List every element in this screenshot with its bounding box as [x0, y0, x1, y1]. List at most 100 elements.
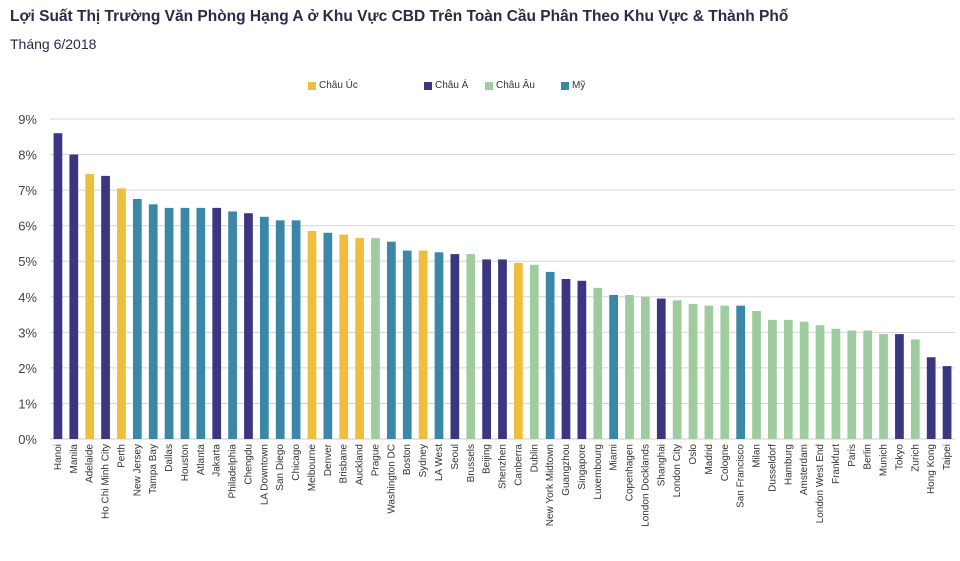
bar	[164, 207, 174, 439]
legend-swatch-chau-uc	[308, 81, 316, 90]
x-category-label: Manila	[69, 444, 80, 474]
y-tick-label: 4%	[18, 290, 37, 305]
x-category-label: Houston	[180, 444, 191, 481]
bar	[863, 330, 873, 439]
bar	[371, 238, 380, 439]
legend-label-chau-au: Châu Âu	[496, 80, 535, 91]
bar	[498, 259, 507, 439]
x-category-label: Paris	[847, 444, 858, 467]
x-category-label: Frankfurt	[831, 444, 842, 484]
bar	[85, 174, 95, 440]
bar	[53, 133, 63, 439]
bar	[291, 220, 301, 439]
x-category-label: Perth	[116, 444, 127, 468]
bar	[688, 303, 698, 439]
x-category-label: Zurich	[910, 444, 921, 472]
x-category-label: New Jersey	[132, 444, 143, 496]
x-category-label: Auckland	[355, 444, 366, 485]
bars	[53, 133, 952, 440]
x-category-label: Madrid	[704, 444, 715, 475]
x-category-label: Milan	[752, 444, 763, 468]
bar	[641, 296, 650, 439]
x-category-label: Tampa Bay	[148, 444, 159, 494]
x-category-label: Jakarta	[212, 444, 223, 477]
bar	[132, 199, 142, 439]
x-category-label: Ho Chi Minh City	[101, 444, 112, 519]
legend-label-chau-a: Châu Á	[435, 80, 469, 91]
y-tick-label: 5%	[18, 254, 37, 269]
x-category-label: New York Midtown	[545, 444, 556, 526]
bar	[196, 207, 206, 439]
bar	[244, 213, 253, 439]
x-category-label: Luxembourg	[593, 444, 604, 500]
x-category-label: Munich	[879, 444, 890, 476]
x-category-label: Singapore	[577, 444, 588, 490]
y-tick-label: 1%	[18, 396, 37, 411]
bar	[339, 234, 349, 439]
x-category-label: Hamburg	[783, 444, 794, 485]
bar	[736, 305, 746, 439]
y-tick-label: 9%	[18, 112, 37, 127]
bar	[545, 271, 555, 439]
x-category-label: Berlin	[863, 444, 874, 470]
x-category-label: Hanoi	[53, 444, 64, 470]
chart-subtitle: Tháng 6/2018	[10, 36, 97, 52]
x-category-label: Copenhagen	[625, 444, 636, 501]
x-category-label: Atlanta	[196, 444, 207, 476]
bar	[466, 254, 476, 439]
bar	[847, 330, 857, 439]
bar	[926, 357, 936, 439]
bar	[910, 339, 920, 439]
y-tick-label: 3%	[18, 325, 37, 340]
x-category-label: Brussels	[466, 444, 477, 482]
bar	[593, 287, 603, 439]
legend-label-chau-uc: Châu Úc	[319, 80, 358, 91]
chart-legend: Châu Úc Châu Á Châu Âu Mỹ	[0, 80, 960, 96]
bar	[482, 259, 491, 439]
bar	[101, 175, 110, 439]
bar	[704, 305, 714, 439]
x-category-label: London City	[672, 444, 683, 497]
x-category-label: LA West	[434, 444, 445, 481]
x-category-label: Dublin	[529, 444, 540, 472]
y-tick-label: 0%	[18, 432, 37, 447]
bar	[815, 325, 825, 439]
bar	[529, 264, 539, 439]
legend-swatch-chau-a	[424, 81, 432, 90]
bar	[180, 207, 190, 439]
bar	[450, 254, 460, 439]
x-category-label: Guangzhou	[561, 444, 572, 496]
x-category-label: Denver	[323, 443, 334, 476]
x-category-label: Amsterdam	[799, 444, 810, 495]
x-category-label: Oslo	[688, 444, 699, 465]
legend-item-chau-au: Châu Âu	[485, 80, 535, 91]
bar	[752, 311, 761, 439]
bar	[69, 154, 79, 439]
x-category-label: Tokyo	[894, 444, 905, 471]
x-category-label: LA Downtown	[259, 444, 270, 505]
x-category-label: Cologne	[720, 444, 731, 482]
y-axis-ticks: 0% 1% 2% 3% 4% 5% 6% 7% 8% 9%	[18, 112, 37, 447]
x-category-label: San Diego	[275, 444, 286, 491]
legend-swatch-chau-au	[485, 81, 493, 90]
x-category-label: Shenzhen	[498, 444, 509, 489]
bar	[942, 366, 952, 439]
x-category-label: Beijing	[482, 444, 493, 474]
x-category-label: Hong Kong	[926, 444, 937, 494]
bar	[672, 300, 682, 439]
x-category-label: Dusseldorf	[767, 444, 778, 492]
y-tick-label: 7%	[18, 183, 37, 198]
y-tick-label: 2%	[18, 361, 37, 376]
bar	[307, 231, 317, 439]
bar	[514, 263, 523, 439]
x-category-label: Melbourne	[307, 444, 318, 492]
bar	[323, 232, 333, 439]
legend-item-chau-uc: Châu Úc	[308, 80, 358, 91]
chart-title: Lợi Suất Thị Trường Văn Phòng Hạng A ở K…	[10, 8, 789, 25]
x-category-label: London West End	[815, 444, 826, 523]
legend-item-chau-a: Châu Á	[424, 80, 468, 91]
x-category-label: Washington DC	[386, 444, 397, 514]
bar	[879, 334, 888, 439]
x-category-label: Adelaide	[85, 444, 96, 483]
